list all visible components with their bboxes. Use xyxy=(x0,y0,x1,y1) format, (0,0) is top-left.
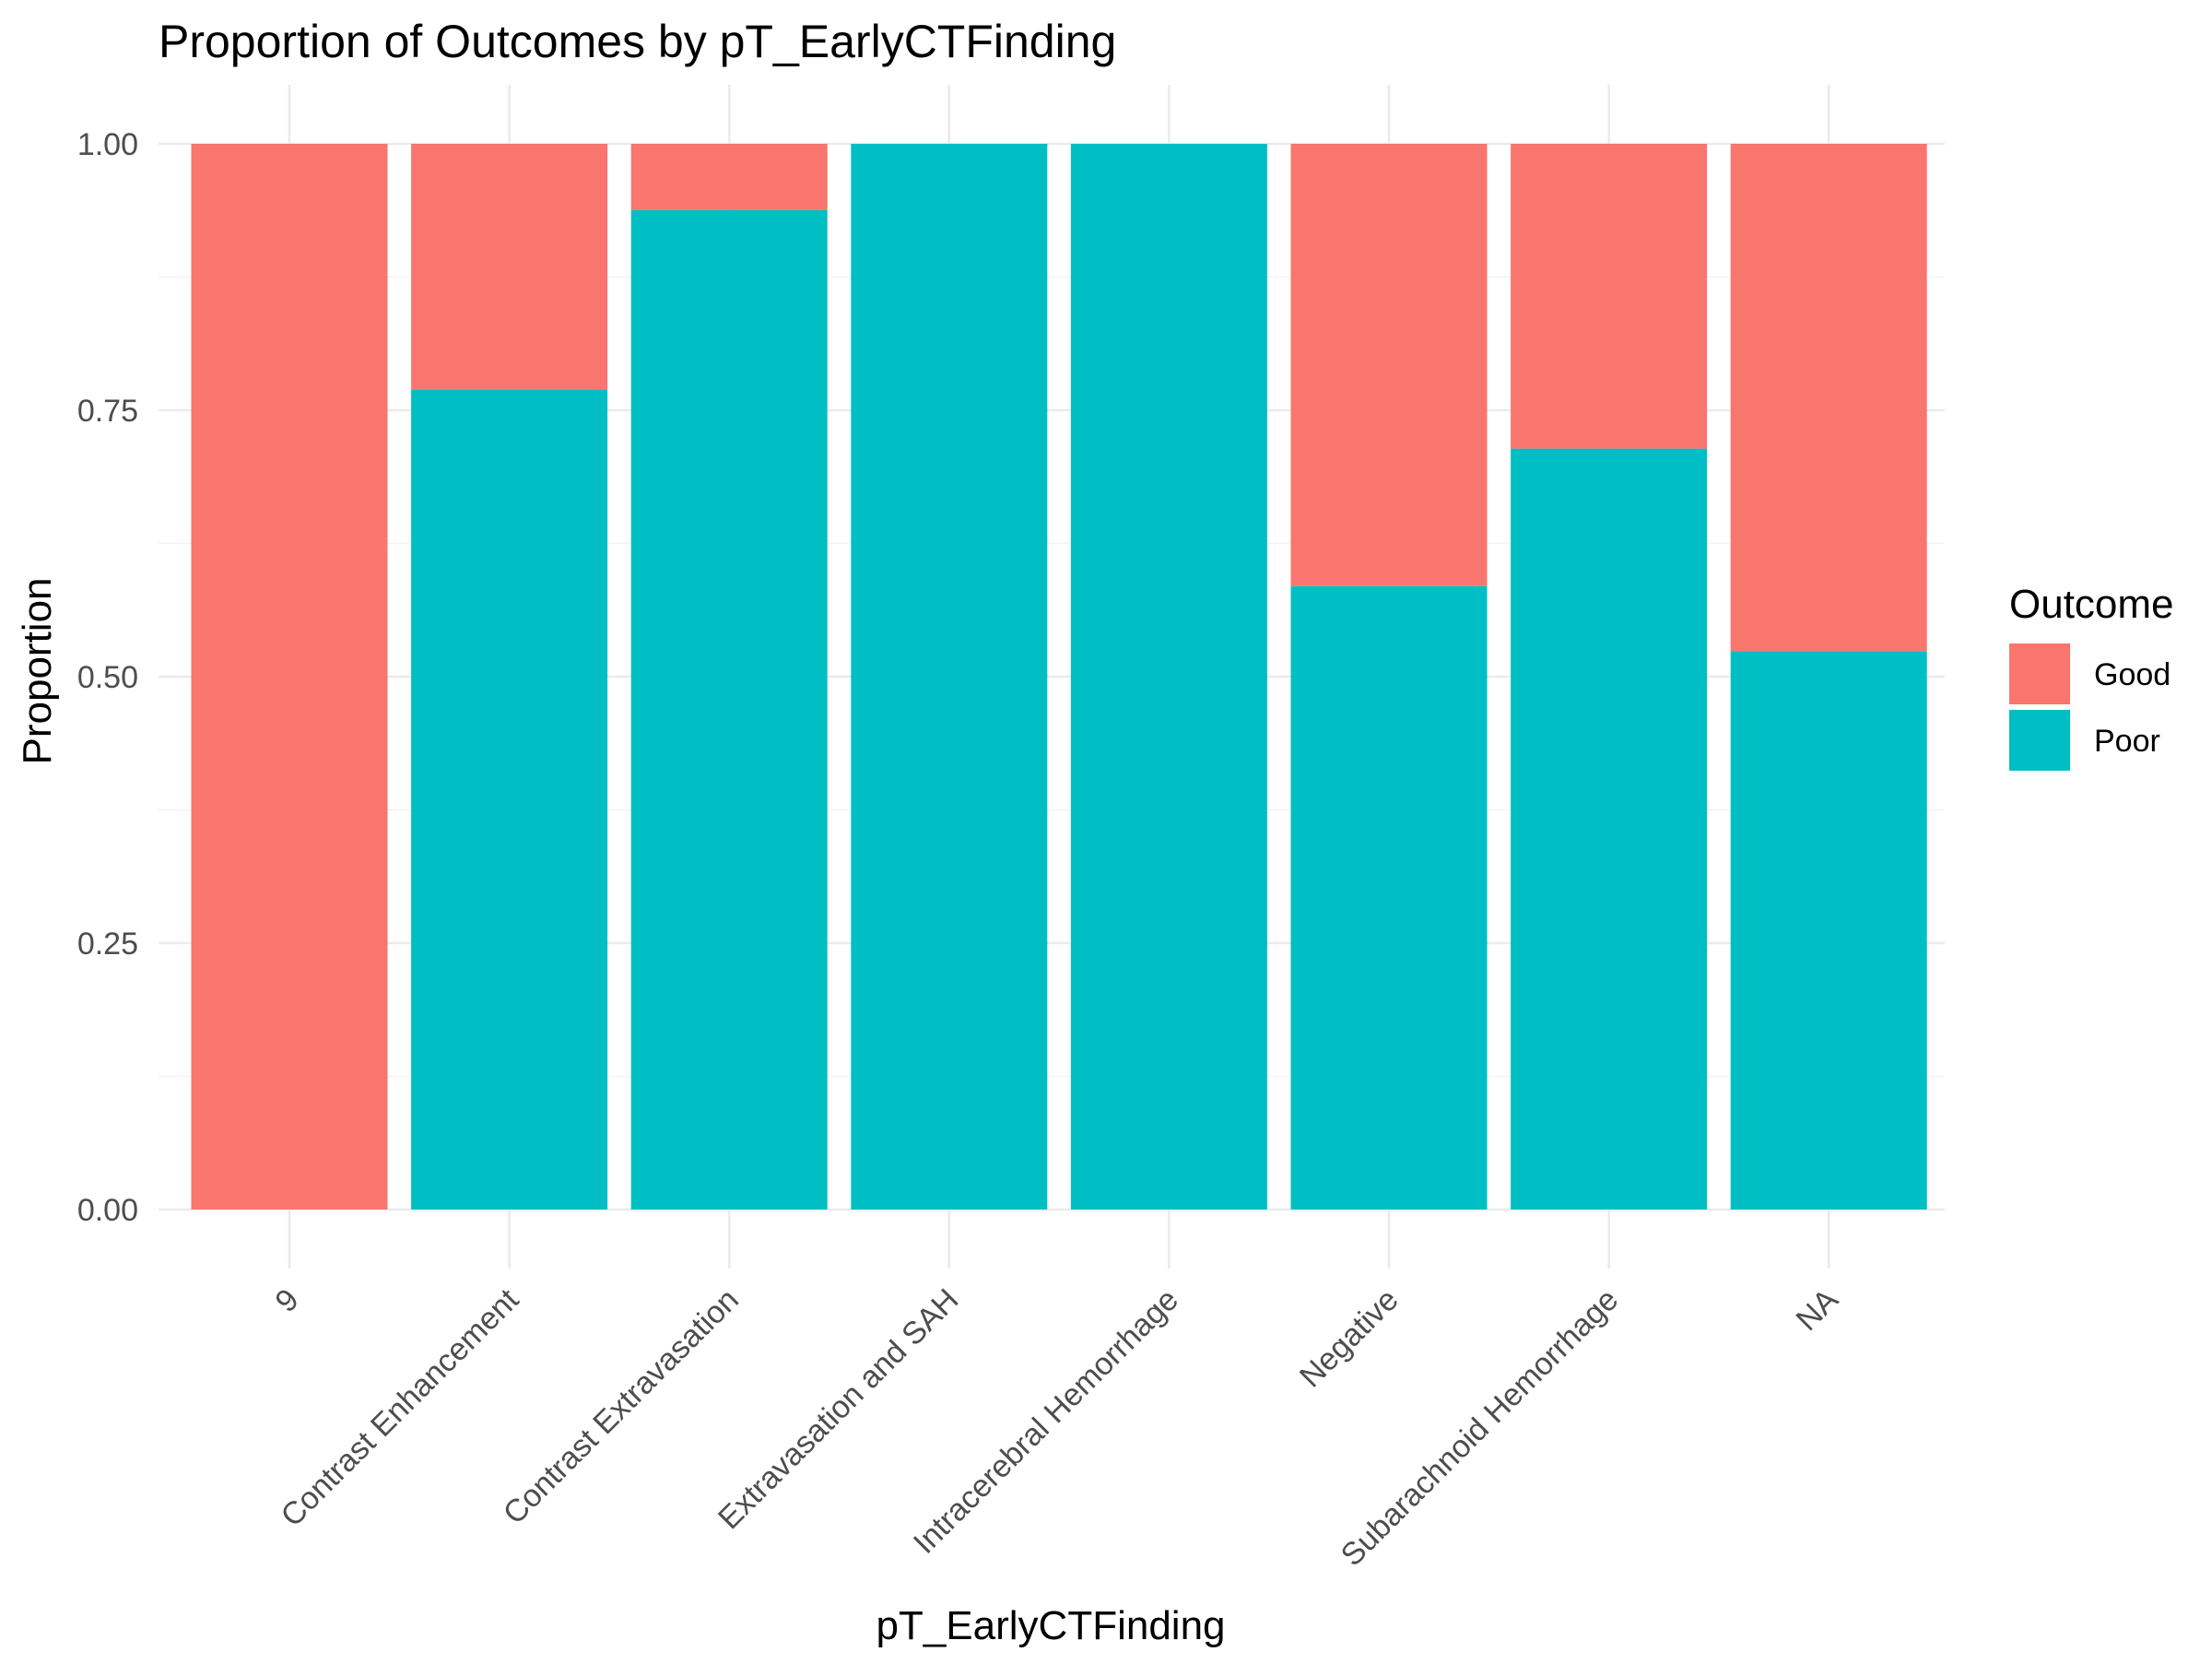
bar-segment-good xyxy=(630,144,828,210)
legend-swatch xyxy=(2009,643,2070,704)
bar-segment-poor xyxy=(1070,144,1267,1210)
x-tick-label: Intracerebral Hemorrhage xyxy=(907,1282,1185,1561)
bar-segment-good xyxy=(1290,144,1488,586)
bar-segment-poor xyxy=(411,390,608,1210)
y-tick-label: 0.50 xyxy=(77,660,138,695)
x-tick-label: 9 xyxy=(268,1282,305,1319)
x-tick-label: Contrast Enhancement xyxy=(274,1281,525,1533)
chart-title: Proportion of Outcomes by pT_EarlyCTFind… xyxy=(159,16,1116,67)
legend-swatch xyxy=(2009,710,2070,771)
bar-segment-poor xyxy=(1730,651,1927,1210)
y-tick-label: 0.75 xyxy=(77,394,138,429)
legend-label: Good xyxy=(2094,657,2171,692)
legend-label: Poor xyxy=(2094,724,2160,759)
y-tick-label: 1.00 xyxy=(77,127,138,162)
bar-segment-poor xyxy=(851,144,1048,1210)
bar-segment-good xyxy=(411,144,608,391)
bar-segment-poor xyxy=(630,209,828,1210)
bar-segment-poor xyxy=(1290,585,1488,1210)
y-tick-label: 0.25 xyxy=(77,926,138,962)
x-tick-label: Contrast Extravasation xyxy=(497,1282,746,1531)
y-tick-label: 0.00 xyxy=(77,1193,138,1228)
bar-segment-good xyxy=(191,144,388,1210)
bars xyxy=(191,144,1927,1210)
bar-segment-good xyxy=(1730,144,1927,652)
x-tick-label: NA xyxy=(1790,1282,1845,1338)
x-tick-label: Negative xyxy=(1293,1282,1406,1395)
y-axis-ticks: 0.00 0.25 0.50 0.75 1.00 xyxy=(77,127,138,1228)
legend-items: Good Poor xyxy=(2009,643,2171,771)
legend: Outcome Good Poor xyxy=(2009,582,2174,771)
bar-segment-good xyxy=(1511,144,1708,449)
bar-segment-poor xyxy=(1511,448,1708,1210)
legend-title: Outcome xyxy=(2009,582,2174,627)
x-tick-label: Extravasation and SAH xyxy=(712,1282,965,1536)
y-axis-title: Proportion xyxy=(15,577,60,764)
x-axis-title: pT_EarlyCTFinding xyxy=(876,1603,1225,1648)
